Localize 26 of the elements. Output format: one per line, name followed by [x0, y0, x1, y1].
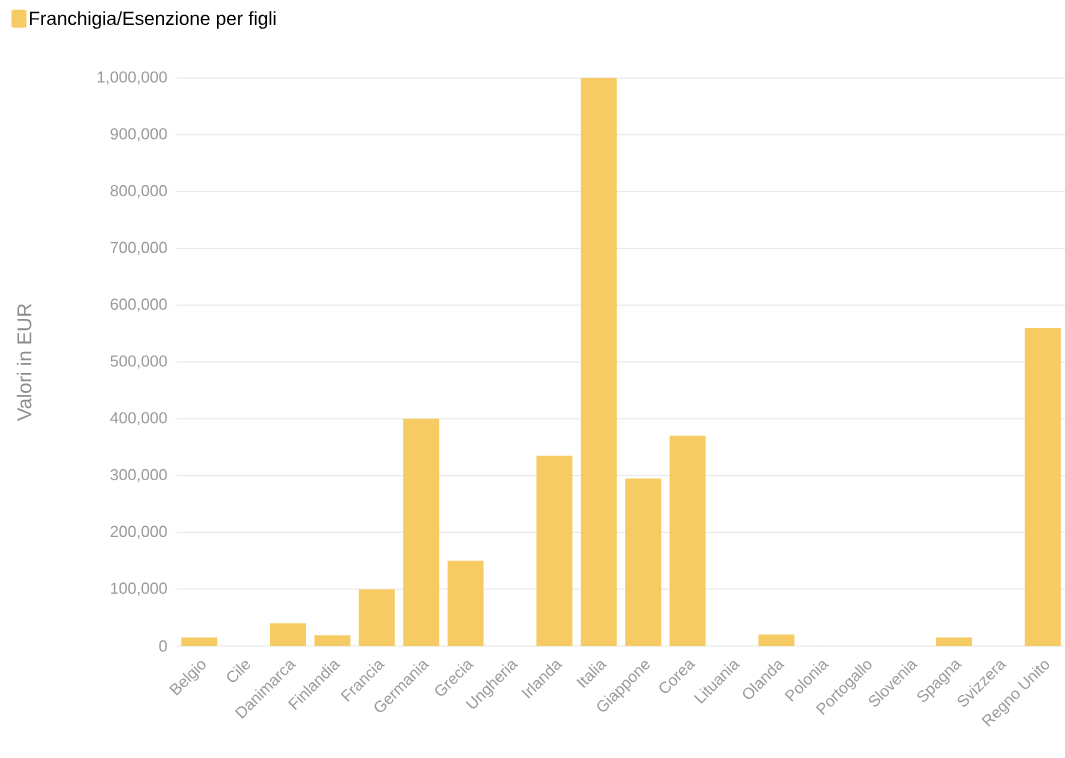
bar: [1024, 327, 1061, 646]
y-tick-label: 200,000: [110, 525, 167, 539]
bar: [447, 560, 484, 646]
y-tick-label: 300,000: [110, 469, 167, 483]
legend-label: Franchigia/Esenzione per figli: [30, 11, 276, 29]
bar: [181, 637, 218, 646]
y-tick-label: 700,000: [110, 241, 167, 255]
bar: [669, 435, 706, 646]
bar: [314, 635, 351, 646]
bar: [625, 478, 662, 646]
y-tick-label: 100,000: [111, 582, 167, 596]
y-tick-label: 900,000: [110, 128, 167, 142]
bar: [580, 77, 617, 646]
y-tick-label: 400,000: [110, 412, 167, 426]
y-tick-label: 500,000: [110, 355, 167, 369]
bar: [936, 637, 973, 646]
y-tick-label: 1,000,000: [97, 71, 167, 85]
y-tick-label: 0: [159, 640, 167, 652]
bar: [270, 623, 307, 646]
bar: [358, 589, 395, 646]
y-tick-label: 600,000: [110, 298, 167, 312]
bar: [758, 634, 795, 646]
bar: [536, 455, 573, 646]
bar: [403, 418, 440, 646]
y-axis-title: Valori in EUR: [16, 303, 32, 421]
y-tick-label: 800,000: [110, 185, 167, 199]
